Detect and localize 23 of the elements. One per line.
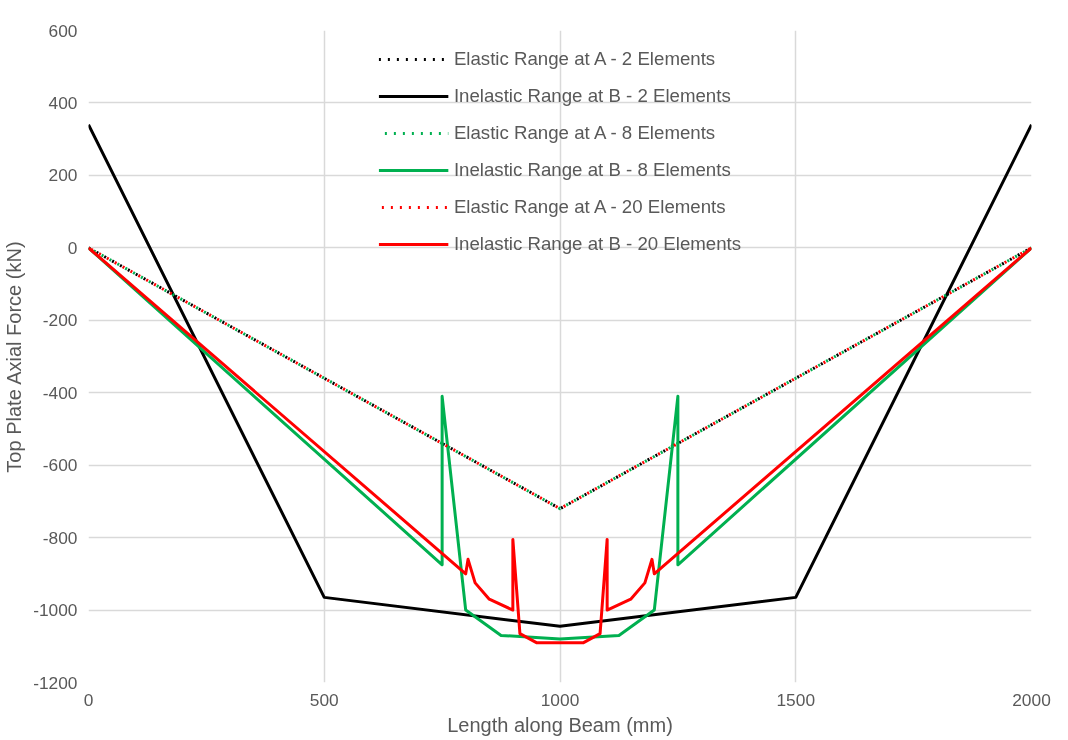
legend-label: Inelastic Range at B - 20 Elements — [453, 233, 742, 255]
y-tick-label: -600 — [42, 455, 78, 476]
x-tick-label: 0 — [83, 689, 94, 710]
legend-label: Elastic Range at A - 2 Elements — [453, 48, 716, 70]
y-tick-label: 600 — [48, 20, 78, 41]
x-tick-label: 500 — [309, 689, 339, 710]
y-tick-label: -1200 — [33, 672, 78, 693]
y-tick-label: 200 — [48, 165, 78, 186]
legend-label: Inelastic Range at B - 8 Elements — [453, 159, 731, 181]
legend-label: Elastic Range at A - 20 Elements — [453, 196, 726, 218]
legend-label: Inelastic Range at B - 2 Elements — [453, 85, 731, 107]
x-tick-label: 1000 — [540, 689, 580, 710]
legend-label: Elastic Range at A - 8 Elements — [453, 122, 716, 144]
y-tick-label: -200 — [42, 310, 78, 331]
y-tick-label: 0 — [67, 237, 78, 258]
y-tick-label: 400 — [48, 92, 78, 113]
y-tick-label: -1000 — [33, 600, 78, 621]
y-tick-label: -800 — [42, 527, 78, 548]
y-tick-label: -400 — [42, 382, 78, 403]
x-axis-title: Length along Beam (mm) — [447, 713, 673, 736]
x-tick-label: 1500 — [776, 689, 816, 710]
x-tick-label: 2000 — [1012, 689, 1051, 710]
y-axis-title: Top Plate Axial Force (kN) — [3, 241, 26, 473]
